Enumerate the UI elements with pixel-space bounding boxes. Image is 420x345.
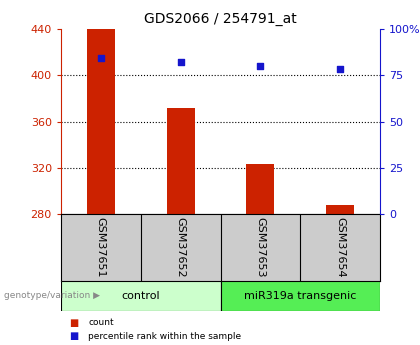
Bar	[167, 108, 194, 214]
Bar	[326, 205, 354, 214]
Point	[257, 63, 264, 69]
Point	[337, 66, 344, 71]
Text: GSM37653: GSM37653	[255, 217, 265, 278]
Bar	[87, 29, 115, 214]
Text: GSM37651: GSM37651	[96, 217, 106, 278]
Text: count: count	[88, 318, 114, 327]
Bar	[247, 164, 274, 214]
Text: GSM37654: GSM37654	[335, 217, 345, 278]
Title: GDS2066 / 254791_at: GDS2066 / 254791_at	[144, 11, 297, 26]
Bar	[61, 281, 220, 310]
Text: genotype/variation ▶: genotype/variation ▶	[4, 291, 100, 300]
Bar	[220, 281, 380, 310]
Text: ■: ■	[69, 318, 79, 327]
Text: GSM37652: GSM37652	[176, 217, 186, 278]
Text: percentile rank within the sample: percentile rank within the sample	[88, 332, 242, 341]
Point	[97, 56, 104, 61]
Text: ■: ■	[69, 332, 79, 341]
Text: control: control	[121, 291, 160, 301]
Point	[177, 59, 184, 65]
Text: miR319a transgenic: miR319a transgenic	[244, 291, 357, 301]
